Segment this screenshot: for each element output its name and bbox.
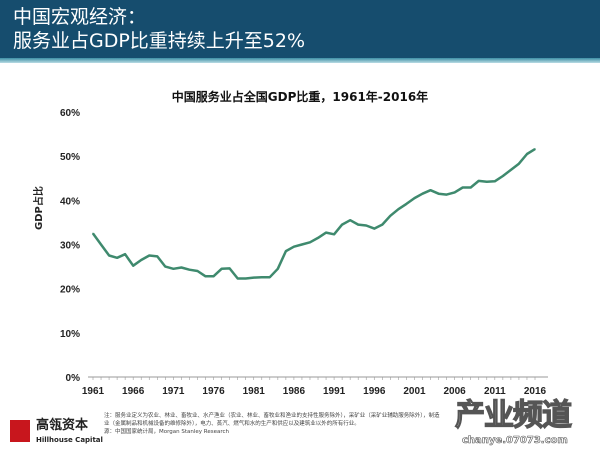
data-point bbox=[188, 268, 191, 271]
data-point bbox=[373, 227, 376, 230]
x-tick-label: 1986 bbox=[283, 386, 306, 397]
data-point bbox=[389, 214, 392, 217]
data-point bbox=[349, 219, 351, 222]
data-point bbox=[397, 208, 400, 210]
data-point bbox=[381, 223, 384, 226]
data-point bbox=[502, 175, 504, 177]
data-point bbox=[172, 267, 175, 270]
y-tick-label: 30% bbox=[60, 241, 80, 252]
x-tick-label: 1996 bbox=[363, 386, 386, 397]
x-tick-label: 1991 bbox=[323, 386, 346, 397]
data-point bbox=[212, 275, 215, 278]
data-point bbox=[196, 270, 199, 272]
chart-title: 中国服务业占全国GDP比重，1961年-2016年 bbox=[171, 90, 429, 104]
data-point bbox=[461, 186, 464, 189]
data-point bbox=[277, 267, 279, 270]
series-line bbox=[91, 148, 536, 280]
data-point bbox=[260, 276, 263, 278]
data-point bbox=[244, 277, 247, 280]
data-point bbox=[357, 223, 360, 226]
footnote: 注：服务业定义为农业、林业、畜牧业、水产渔业（农业、林业、畜牧业和渔业的支持性服… bbox=[104, 412, 440, 436]
data-point bbox=[204, 275, 207, 278]
data-point bbox=[301, 243, 303, 246]
header-band: 中国宏观经济： 服务业占GDP比重持续上升至52% bbox=[0, 0, 600, 58]
data-point bbox=[116, 256, 118, 259]
slide-title-line1: 中国宏观经济： bbox=[13, 6, 147, 28]
watermark-url: chanye.07073.com bbox=[462, 435, 568, 447]
x-tick-label: 1971 bbox=[162, 386, 185, 397]
footnote-note: 注：服务业定义为农业、林业、畜牧业、水产渔业（农业、林业、畜牧业和渔业的支持性服… bbox=[104, 413, 440, 427]
data-point bbox=[421, 192, 424, 195]
hillhouse-logo-mark bbox=[10, 420, 30, 442]
data-point bbox=[156, 255, 159, 258]
data-point bbox=[317, 237, 319, 239]
data-point bbox=[180, 266, 183, 269]
data-point bbox=[309, 241, 311, 244]
data-point bbox=[510, 169, 512, 171]
data-point bbox=[333, 233, 335, 236]
data-point bbox=[485, 180, 488, 183]
y-tick-label: 50% bbox=[60, 152, 80, 163]
y-tick-label: 10% bbox=[60, 329, 80, 340]
data-point bbox=[413, 197, 416, 199]
x-tick-label: 1976 bbox=[202, 386, 225, 397]
x-tick-label: 1981 bbox=[243, 386, 266, 397]
header-stripe bbox=[0, 58, 600, 63]
x-tick-label: 2001 bbox=[403, 386, 426, 397]
data-point bbox=[92, 232, 94, 235]
data-point bbox=[252, 276, 255, 279]
data-point bbox=[140, 259, 143, 261]
y-tick-label: 0% bbox=[66, 373, 81, 384]
data-point bbox=[293, 245, 295, 248]
slide-title-line2: 服务业占GDP比重持续上升至52% bbox=[13, 30, 306, 52]
data-point bbox=[526, 153, 528, 155]
data-point bbox=[108, 254, 110, 257]
data-point bbox=[437, 192, 440, 195]
data-point bbox=[100, 243, 102, 246]
data-point bbox=[429, 189, 432, 191]
data-point bbox=[220, 267, 223, 270]
data-point bbox=[124, 253, 126, 256]
data-point bbox=[445, 193, 448, 196]
data-point bbox=[534, 148, 536, 150]
x-tick-label: 2006 bbox=[444, 386, 467, 397]
x-tick-label: 1961 bbox=[82, 386, 105, 397]
data-point bbox=[494, 180, 496, 183]
x-tick-label: 1966 bbox=[122, 386, 145, 397]
logo-text-cn: 高瓴资本 bbox=[36, 418, 89, 433]
data-point bbox=[477, 180, 480, 182]
data-point bbox=[341, 223, 343, 226]
y-tick-label: 40% bbox=[60, 196, 80, 207]
data-point bbox=[164, 265, 167, 268]
data-point bbox=[469, 186, 472, 189]
data-point bbox=[228, 267, 231, 270]
y-tick-label: 60% bbox=[60, 108, 80, 119]
data-point bbox=[132, 264, 134, 267]
y-tick-label: 20% bbox=[60, 285, 80, 296]
data-point bbox=[325, 231, 327, 234]
watermark: 产业频道 bbox=[454, 398, 572, 433]
data-point bbox=[365, 224, 368, 227]
footnote-source: 源：中国国家统计局，Morgan Stanley Research bbox=[104, 429, 230, 435]
data-point bbox=[148, 254, 151, 257]
logo-text-en: Hillhouse Capital bbox=[36, 436, 103, 444]
data-point bbox=[518, 162, 520, 165]
data-point bbox=[285, 250, 287, 252]
data-point bbox=[405, 203, 408, 205]
x-tick-label: 2016 bbox=[524, 386, 547, 397]
data-point bbox=[453, 191, 456, 194]
data-point bbox=[269, 276, 271, 278]
data-point bbox=[236, 277, 239, 280]
x-tick-label: 2011 bbox=[484, 386, 506, 397]
